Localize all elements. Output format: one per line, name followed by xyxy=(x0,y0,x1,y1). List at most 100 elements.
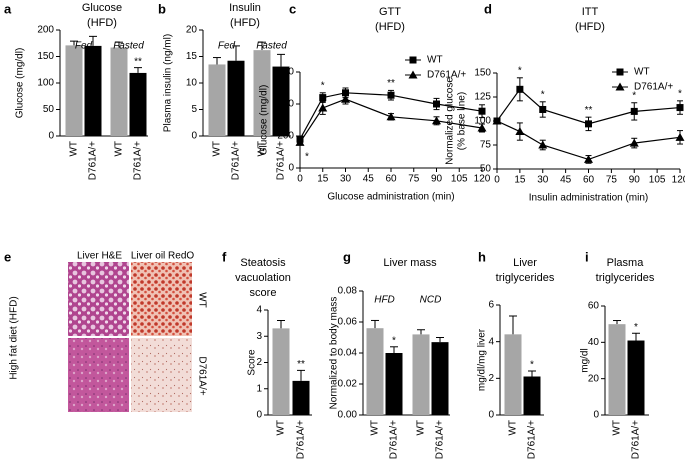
series-line xyxy=(299,98,483,143)
data-point xyxy=(675,132,685,141)
x-tick-label: 90 xyxy=(431,174,443,185)
x-tick-label: D761A/+ xyxy=(88,141,99,180)
y-axis-label: Glucose (mg/dl) xyxy=(15,48,26,119)
legend-marker xyxy=(409,56,417,64)
x-tick-label: 120 xyxy=(672,175,685,186)
y-tick-label: 100 xyxy=(474,116,491,127)
panel-letter: b xyxy=(158,1,166,16)
x-tick-label: WT xyxy=(276,420,287,436)
column-label: Liver H&E xyxy=(77,251,122,262)
column-label: Liver oil RedO xyxy=(131,251,195,262)
y-tick-label: 15 xyxy=(186,51,198,62)
significance: ** xyxy=(387,78,395,89)
y-tick-label: 150 xyxy=(474,68,491,79)
panel-letter: e xyxy=(4,249,11,264)
panel-title: (HFD) xyxy=(230,17,260,29)
series-line xyxy=(299,92,483,140)
row-label: D761A/+ xyxy=(196,356,207,395)
y-tick-label: 200 xyxy=(277,131,294,142)
x-tick-label: WT xyxy=(69,141,80,157)
panel-title: Liver mass xyxy=(383,257,437,269)
bar xyxy=(110,47,128,136)
x-tick-label: 30 xyxy=(537,175,549,186)
y-tick-label: 2 xyxy=(256,357,262,368)
panel-title: GTT xyxy=(379,6,401,18)
y-tick-label: 60 xyxy=(588,301,600,312)
panel-letter: a xyxy=(4,1,12,16)
group-label: Fed xyxy=(75,41,93,52)
y-tick-label: 100 xyxy=(37,78,54,89)
data-point xyxy=(342,89,349,97)
series-line xyxy=(496,120,681,161)
x-tick-label: WT xyxy=(416,420,427,436)
panel-title: Plasma xyxy=(607,257,645,269)
panel-title: Glucose xyxy=(82,2,122,14)
x-tick-label: D761A/+ xyxy=(527,420,538,459)
bar xyxy=(523,376,541,415)
x-tick-label: WT xyxy=(612,420,623,436)
bar xyxy=(627,340,645,415)
x-axis-label: Glucose administration (min) xyxy=(327,192,454,203)
panel-letter: c xyxy=(289,1,296,16)
panel-title: triglycerides xyxy=(596,272,655,284)
significance: * xyxy=(518,65,522,76)
data-point xyxy=(630,107,638,115)
y-tick-label: 1 xyxy=(256,383,262,394)
x-tick-label: WT xyxy=(257,141,268,157)
data-point xyxy=(539,105,547,113)
micrograph xyxy=(68,338,129,412)
panel-title: Steatosis xyxy=(240,257,286,269)
data-point xyxy=(432,116,441,125)
data-point xyxy=(318,103,328,112)
data-point xyxy=(538,140,548,149)
significance: * xyxy=(530,360,534,371)
y-axis-label: mg/dl xyxy=(580,348,591,372)
series-line xyxy=(496,88,681,125)
row-label: WT xyxy=(196,292,207,308)
data-point xyxy=(585,120,592,128)
x-tick-label: WT xyxy=(508,420,519,436)
x-tick-label: 60 xyxy=(385,174,397,185)
y-tick-label: 0.06 xyxy=(338,317,358,328)
y-axis-label: Plasma insulin (ng/ml) xyxy=(163,34,174,132)
y-tick-label: 50 xyxy=(43,104,55,115)
x-tick-label: 45 xyxy=(363,174,375,185)
data-point xyxy=(387,91,395,99)
y-tick-label: 6 xyxy=(488,300,494,311)
bar xyxy=(65,45,83,137)
x-tick-label: 105 xyxy=(649,175,666,186)
y-tick-label: 0.00 xyxy=(338,410,358,421)
panel-title: Insulin xyxy=(229,2,261,14)
data-point xyxy=(477,123,487,132)
group-label: HFD xyxy=(374,295,395,306)
data-point xyxy=(386,112,396,121)
legend-marker xyxy=(408,70,418,79)
x-tick-label: D761A/+ xyxy=(133,141,144,180)
x-tick-label: WT xyxy=(370,420,381,436)
y-tick-label: 0 xyxy=(288,163,294,174)
panel-letter: d xyxy=(484,1,492,16)
legend-label: WT xyxy=(634,67,650,78)
y-tick-label: 75 xyxy=(480,140,492,151)
significance: * xyxy=(632,90,636,101)
micrograph xyxy=(131,262,192,336)
panel-letter: f xyxy=(222,249,227,264)
panel-letter: i xyxy=(585,249,589,264)
data-point xyxy=(584,154,593,163)
x-tick-label: 105 xyxy=(451,174,468,185)
panel-letter: g xyxy=(343,249,351,264)
legend-label: WT xyxy=(427,55,443,66)
x-tick-label: 60 xyxy=(583,175,595,186)
bar xyxy=(608,324,626,415)
y-axis-label: (% base line) xyxy=(457,92,468,150)
micrograph xyxy=(131,338,192,412)
legend-marker xyxy=(615,82,625,91)
y-axis-label: Normalized glucose xyxy=(445,77,456,165)
significance: * xyxy=(392,335,396,346)
significance: * xyxy=(541,89,545,100)
y-tick-label: 0 xyxy=(256,410,262,421)
x-tick-label: D761A/+ xyxy=(276,141,287,180)
y-tick-label: 40 xyxy=(588,337,600,348)
y-tick-label: 20 xyxy=(186,25,198,36)
